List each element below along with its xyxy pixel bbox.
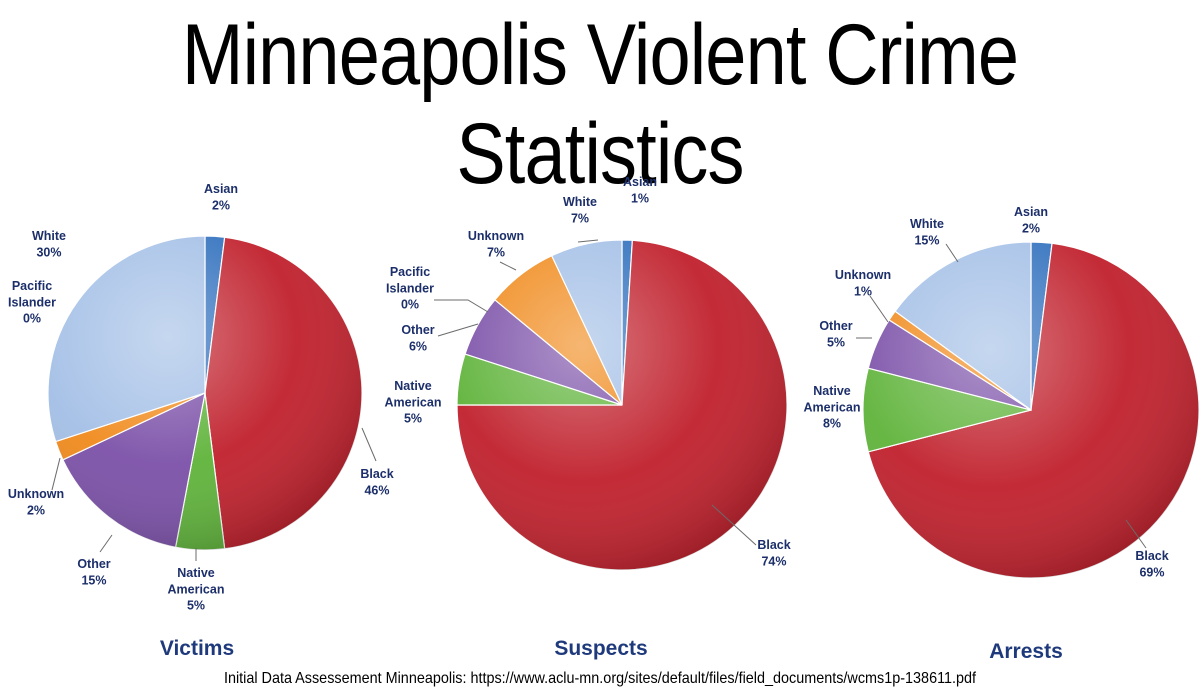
leader-line-arrests-white [945,243,959,263]
slice-label-suspects-asian: Asian 1% [623,175,657,205]
slice-label-arrests-native-american: Native American 8% [804,384,861,431]
pie-shading-victims [48,236,362,550]
slice-label-victims-asian: Asian 2% [204,182,238,212]
pie-chart-suspects: Asian 1% Black 74% Native American 5% Other 6% Pa… [385,175,791,660]
slice-label-victims-pacific-islander: Pacific Islander 0% [8,279,56,326]
leader-line-arrests-unknown [869,295,889,323]
slice-label-arrests-other: Other 5% [819,319,852,349]
leader-line-victims-other [99,534,113,553]
slice-label-suspects-pacific-islander: Pacific Islander 0% [386,265,434,312]
slice-label-arrests-white: White 15% [910,217,944,247]
slice-label-victims-black: Black 46% [360,467,393,497]
chart-title-arrests: Arrests [989,640,1063,663]
slice-label-arrests-asian: Asian 2% [1014,205,1048,235]
leader-line-suspects-black [711,504,757,546]
page-title: Minneapolis Violent Crime Statistics [181,7,1019,202]
slice-label-victims-native-american: Native American 5% [168,566,225,613]
slice-label-arrests-black: Black 69% [1135,549,1168,579]
pie-shading-arrests [863,242,1199,578]
slice-label-suspects-other: Other 6% [401,323,434,353]
leader-line-suspects-pacific-islander [434,299,489,313]
chart-title-victims: Victims [160,637,234,660]
leader-line-victims-black [361,427,377,462]
slice-label-suspects-black: Black 74% [757,538,790,568]
chart-title-suspects: Suspects [554,637,647,660]
pie-chart-victims: Asian 2% Black 46% Native American 5% Other 15% U… [8,182,394,660]
slice-label-victims-other: Other 15% [77,557,110,587]
slice-label-suspects-unknown: Unknown 7% [468,229,524,259]
slice-label-suspects-native-american: Native American 5% [385,379,442,426]
slice-label-suspects-white: White 7% [563,195,597,225]
slice-label-victims-white: White 30% [32,229,66,259]
leader-line-suspects-white [577,239,599,243]
slice-label-arrests-unknown: Unknown 1% [835,268,891,298]
leader-line-suspects-unknown [499,261,517,271]
slice-label-victims-unknown: Unknown 2% [8,487,64,517]
leader-line-victims-unknown [51,457,61,491]
leader-line-suspects-other [437,323,479,337]
pie-shading-suspects [457,240,787,570]
leader-line-arrests-black [1125,519,1147,549]
pie-chart-arrests: Asian 2% Black 69% Native American 8% Other 5% Un… [804,205,1200,663]
source-note: Initial Data Assessement Minneapolis: ht… [223,670,977,687]
